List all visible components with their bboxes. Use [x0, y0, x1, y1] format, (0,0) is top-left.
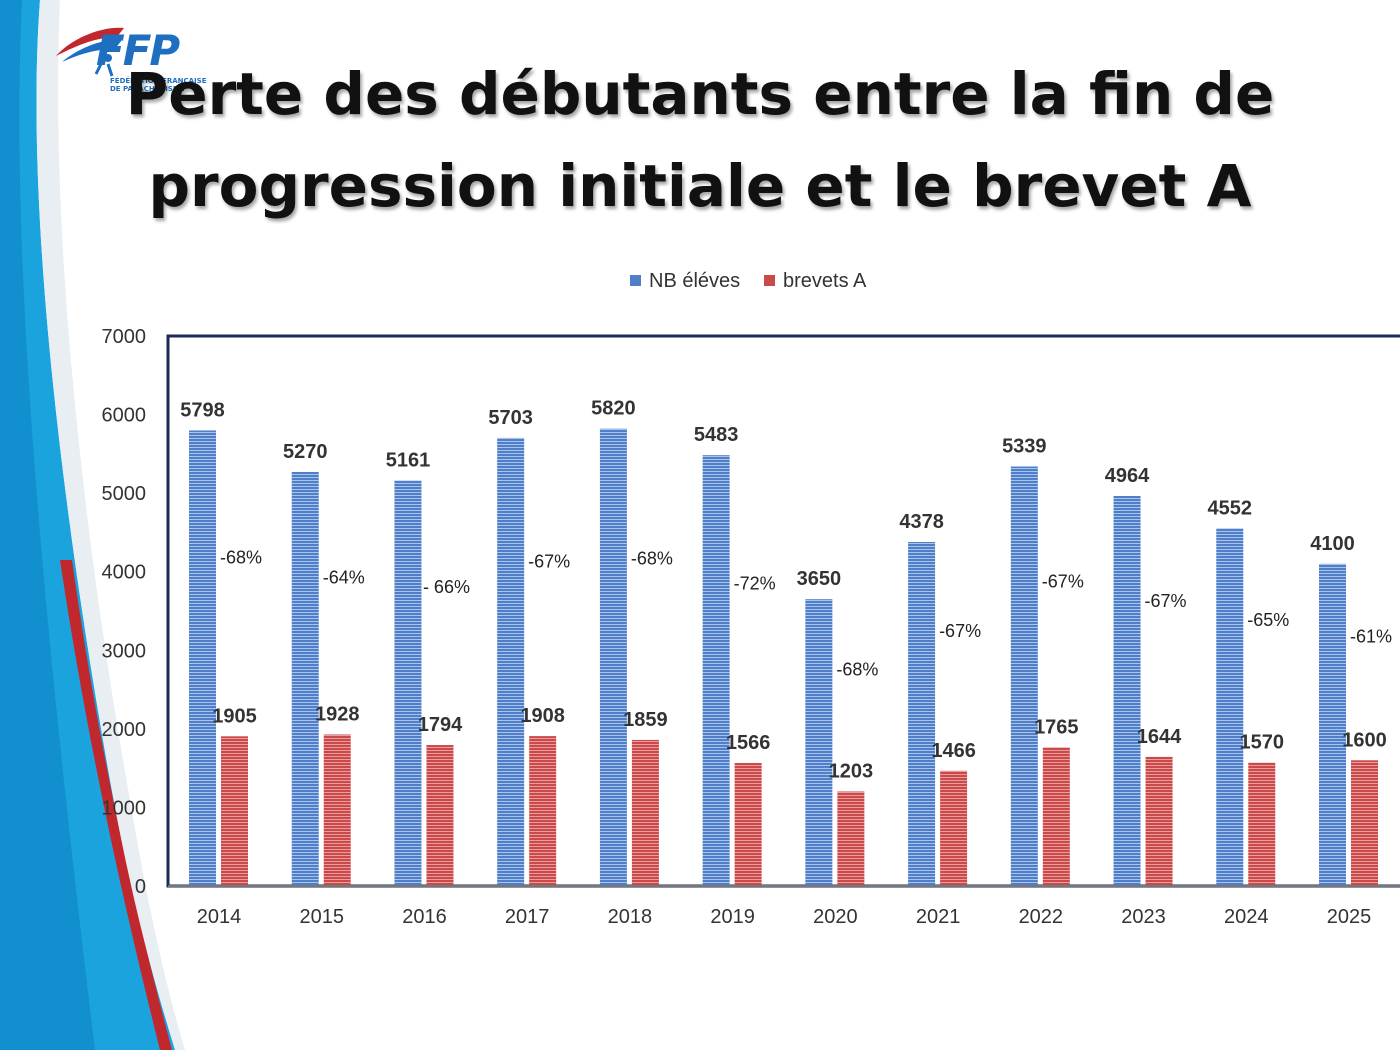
bar-nb-eleves — [394, 480, 422, 886]
bar-nb-eleves — [805, 599, 833, 886]
data-label-brevets-a: 1570 — [1240, 732, 1285, 754]
data-label-nb-eleves: 4552 — [1208, 497, 1253, 519]
white-swoosh — [36, 0, 185, 1050]
percent-drop-annotation: -68% — [836, 660, 878, 680]
legend-label-2: brevets A — [783, 270, 867, 292]
percent-drop-annotation: -67% — [1145, 591, 1187, 611]
x-tick-label: 2019 — [710, 906, 755, 928]
bar-brevets-a — [529, 736, 557, 886]
percent-drop-annotation: -67% — [1042, 571, 1084, 591]
data-label-brevets-a: 1765 — [1034, 716, 1079, 738]
data-label-brevets-a: 1794 — [418, 714, 463, 736]
percent-drop-annotation: -64% — [323, 568, 365, 588]
bar-nb-eleves — [702, 455, 730, 886]
bar-brevets-a — [1248, 762, 1276, 886]
ffp-logo — [52, 8, 202, 103]
percent-drop-annotation: -65% — [1247, 610, 1289, 630]
red-swoosh — [60, 560, 172, 1050]
bar-brevets-a — [837, 791, 865, 886]
y-tick-label: 7000 — [102, 326, 147, 348]
x-tick-label: 2022 — [1019, 906, 1064, 928]
bar-brevets-a — [940, 770, 968, 886]
bar-brevets-a — [734, 762, 762, 886]
percent-drop-annotation: -61% — [1350, 626, 1392, 646]
logo-subtitle-line1: FÉDÉRATION FRANÇAISE — [110, 77, 207, 85]
percent-drop-annotation: -72% — [734, 573, 776, 593]
data-label-nb-eleves: 5798 — [180, 399, 225, 421]
x-tick-label: 2021 — [916, 906, 961, 928]
percent-drop-annotation: -67% — [528, 551, 570, 571]
bar-nb-eleves — [908, 542, 936, 886]
plot-frame — [166, 334, 1400, 888]
bar-nb-eleves — [1113, 495, 1141, 886]
bar-brevets-a — [1145, 756, 1173, 886]
x-tick-label: 2024 — [1224, 906, 1269, 928]
bar-nb-eleves — [189, 430, 216, 886]
x-tick-label: 2014 — [197, 906, 242, 928]
data-label-nb-eleves: 4964 — [1105, 465, 1150, 487]
y-tick-label: 1000 — [102, 797, 147, 819]
data-label-nb-eleves: 5703 — [488, 407, 533, 429]
bar-brevets-a — [426, 745, 454, 886]
data-label-nb-eleves: 5483 — [694, 424, 739, 446]
legend-label-1: NB éléves — [649, 270, 740, 292]
data-label-brevets-a: 1600 — [1342, 729, 1387, 751]
x-tick-label: 2017 — [505, 906, 550, 928]
data-label-brevets-a: 1203 — [829, 760, 874, 782]
x-tick-label: 2016 — [402, 906, 447, 928]
bar-nb-eleves — [1319, 563, 1346, 886]
y-tick-label: 6000 — [102, 405, 147, 427]
x-tick-label: 2025 — [1327, 906, 1372, 928]
y-tick-label: 2000 — [102, 719, 147, 741]
bar-brevets-a — [631, 739, 659, 886]
y-tick-label: 5000 — [102, 483, 147, 505]
data-label-nb-eleves: 3650 — [797, 568, 842, 590]
data-label-brevets-a: 1466 — [931, 740, 976, 762]
data-label-brevets-a: 1566 — [726, 732, 771, 754]
data-label-brevets-a: 1859 — [623, 709, 668, 731]
percent-drop-annotation: -68% — [220, 548, 262, 568]
bar-brevets-a — [1042, 747, 1070, 886]
data-label-nb-eleves: 4378 — [899, 511, 944, 533]
y-tick-label: 4000 — [102, 562, 147, 584]
data-label-brevets-a: 1644 — [1137, 726, 1182, 748]
data-label-nb-eleves: 5270 — [283, 441, 328, 463]
bar-nb-eleves — [1010, 466, 1038, 886]
data-label-brevets-a: 1908 — [520, 705, 565, 727]
light-swoosh — [0, 0, 95, 1050]
data-label-nb-eleves: 5820 — [591, 398, 636, 420]
legend-swatch-2 — [764, 275, 775, 286]
y-tick-label: 3000 — [102, 640, 147, 662]
bar-brevets-a — [1351, 760, 1378, 886]
x-tick-label: 2018 — [608, 906, 653, 928]
data-label-nb-eleves: 5339 — [1002, 436, 1047, 458]
logo-subtitle: FÉDÉRATION FRANÇAISE DE PARACHUTISME — [110, 77, 207, 93]
data-label-nb-eleves: 4100 — [1310, 533, 1355, 555]
logo-text: FFP — [96, 26, 180, 75]
x-tick-label: 2023 — [1121, 906, 1166, 928]
legend-swatch-1 — [630, 275, 641, 286]
data-label-brevets-a: 1928 — [315, 704, 360, 726]
y-tick-label: 0 — [135, 876, 146, 898]
percent-drop-annotation: -67% — [939, 621, 981, 641]
bar-brevets-a — [323, 734, 351, 886]
slide-title: Perte des débutants entre la fin de prog… — [125, 60, 1275, 220]
x-tick-label: 2020 — [813, 906, 858, 928]
x-tick-label: 2015 — [299, 906, 344, 928]
bar-nb-eleves — [1216, 528, 1244, 886]
bar-nb-eleves — [497, 437, 525, 886]
data-label-nb-eleves: 5161 — [386, 449, 431, 471]
bar-nb-eleves — [599, 428, 627, 886]
percent-drop-annotation: - 66% — [423, 577, 470, 597]
bar-nb-eleves — [291, 471, 319, 886]
data-label-brevets-a: 1905 — [212, 705, 257, 727]
bar-brevets-a — [221, 736, 248, 886]
logo-subtitle-line2: DE PARACHUTISME — [110, 85, 185, 93]
percent-drop-annotation: -68% — [631, 549, 673, 569]
parachutist-icon — [56, 27, 124, 77]
